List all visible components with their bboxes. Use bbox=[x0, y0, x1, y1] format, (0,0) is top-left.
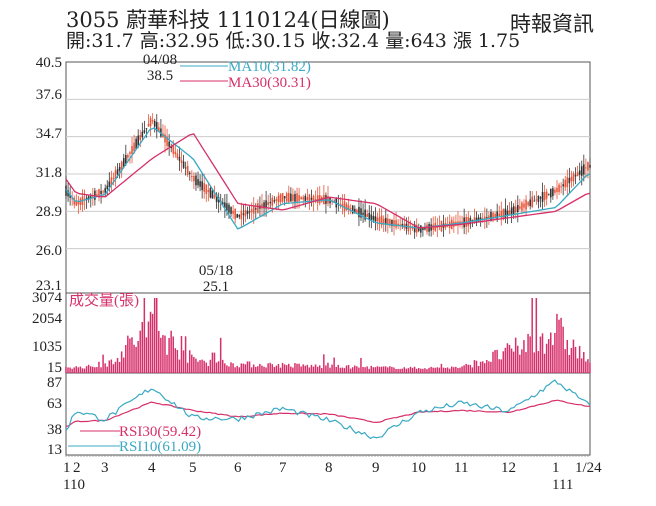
volume-tick: 3074 bbox=[32, 290, 63, 306]
axis-ticks bbox=[65, 455, 589, 457]
rsi-tick: 13 bbox=[47, 442, 62, 458]
price-tick: 28.9 bbox=[36, 204, 62, 220]
month-tick: 5 bbox=[189, 460, 197, 476]
month-tick: 6 bbox=[234, 460, 242, 476]
volume-tick: 2054 bbox=[32, 311, 63, 327]
high-date-label: 04/08 bbox=[143, 52, 177, 68]
rsi-tick: 63 bbox=[47, 396, 62, 412]
year-label: 111 bbox=[552, 477, 573, 493]
rsi30-legend: RSI30(59.42) bbox=[119, 424, 201, 440]
low-date-label: 05/18 bbox=[199, 263, 233, 279]
month-tick: 12 bbox=[501, 460, 516, 476]
price-tick: 31.8 bbox=[36, 165, 62, 181]
month-tick: 1 bbox=[552, 460, 560, 476]
low-value-label: 25.1 bbox=[203, 279, 229, 295]
source-brand: 時報資訊 bbox=[510, 12, 594, 36]
month-tick: 3 bbox=[101, 460, 109, 476]
quote-line: 開:31.7 高:32.95 低:30.15 收:32.4 量:643 漲 1.… bbox=[66, 30, 521, 52]
year-label: 110 bbox=[63, 477, 85, 493]
chart-title: 3055 蔚華科技 1110124(日線圖) bbox=[66, 8, 390, 32]
month-tick: 8 bbox=[325, 460, 333, 476]
rsi-lines bbox=[65, 379, 591, 440]
price-tick: 23.1 bbox=[36, 278, 62, 294]
price-tick: 37.6 bbox=[36, 87, 63, 103]
high-value-label: 38.5 bbox=[147, 68, 173, 84]
volume-label: 成交量(張) bbox=[69, 291, 139, 309]
ma10-legend: MA10(31.82) bbox=[228, 59, 311, 75]
month-tick: 11 bbox=[454, 460, 468, 476]
month-tick: 2 bbox=[73, 460, 81, 476]
ma30-legend: MA30(30.31) bbox=[228, 75, 311, 91]
volume-bars bbox=[65, 298, 591, 373]
rsi-tick: 38 bbox=[47, 422, 62, 438]
month-tick: 1/24 bbox=[575, 460, 602, 476]
price-tick: 26.0 bbox=[36, 243, 62, 259]
price-tick: 40.5 bbox=[36, 55, 62, 71]
month-tick: 7 bbox=[279, 460, 287, 476]
month-tick: 9 bbox=[372, 460, 380, 476]
price-tick: 34.7 bbox=[36, 126, 63, 142]
volume-tick: 15 bbox=[47, 360, 62, 376]
moving-averages bbox=[65, 127, 591, 230]
month-tick: 4 bbox=[148, 460, 156, 476]
volume-tick: 1035 bbox=[32, 339, 62, 355]
candlesticks bbox=[65, 113, 591, 239]
rsi10-legend: RSI10(61.09) bbox=[119, 439, 201, 455]
month-tick: 10 bbox=[411, 460, 426, 476]
rsi-tick: 87 bbox=[47, 375, 63, 391]
month-tick: 1 bbox=[63, 460, 71, 476]
